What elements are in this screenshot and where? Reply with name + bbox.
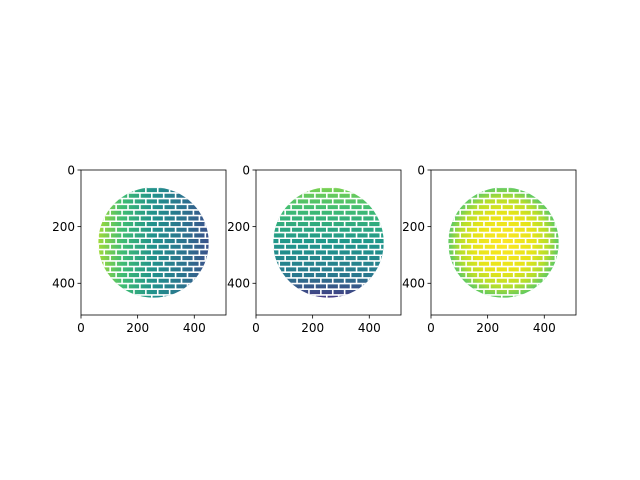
x-tick-label: 400	[358, 321, 381, 335]
y-tick-label: 400	[52, 277, 75, 291]
x-tick-label: 200	[126, 321, 149, 335]
y-tick-label: 400	[227, 277, 250, 291]
y-tick-label: 200	[402, 220, 425, 234]
subplot-right: 0 200 400 0 200 400	[402, 163, 577, 335]
x-tick-label: 0	[427, 321, 435, 335]
brick-mortar	[273, 187, 384, 298]
sphere-image	[273, 187, 384, 298]
axes-frame	[255, 169, 402, 316]
y-tick-label: 200	[52, 220, 75, 234]
x-tick-label: 200	[301, 321, 324, 335]
x-tick-label: 200	[476, 321, 499, 335]
sphere-image	[98, 187, 209, 298]
x-tick-label: 400	[183, 321, 206, 335]
sphere-image	[448, 187, 559, 298]
subplot-middle: 0 200 400 0 200 400	[227, 163, 402, 335]
y-tick-label: 400	[402, 277, 425, 291]
y-tick-label: 200	[227, 220, 250, 234]
axes-frame	[80, 169, 227, 316]
y-tick-label: 0	[67, 163, 75, 177]
x-tick-label: 0	[252, 321, 260, 335]
x-tick-label: 400	[533, 321, 556, 335]
y-tick-label: 0	[242, 163, 250, 177]
axes-frame	[430, 169, 577, 316]
x-tick-label: 0	[77, 321, 85, 335]
subplot-left: 0 200 400 0 200 400	[52, 163, 227, 335]
y-tick-label: 0	[417, 163, 425, 177]
